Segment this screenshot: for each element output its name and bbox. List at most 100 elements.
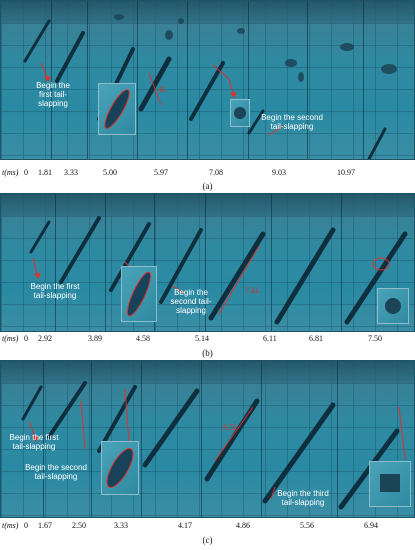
cavity-bubble — [114, 14, 124, 20]
zoom-inset — [121, 266, 157, 322]
inset-cavity — [385, 298, 401, 314]
grid-background — [1, 194, 414, 331]
grid-background — [1, 361, 414, 517]
arrow — [172, 285, 186, 295]
panel-c-time-row: t(ms) 0 1.67 2.50 3.33 4.17 4.86 5.56 6.… — [0, 521, 415, 533]
arrow — [270, 486, 276, 500]
measurement-label: 7.4L — [245, 286, 260, 295]
frame-divider — [205, 194, 206, 331]
top-band — [1, 361, 414, 383]
time-value: 4.17 — [178, 521, 192, 530]
arrow — [212, 64, 230, 80]
arrow — [32, 257, 38, 275]
panel-b-caption: (b) — [202, 348, 213, 358]
projectile — [159, 228, 203, 304]
cavity-bubble — [340, 43, 354, 51]
arrow-head — [230, 92, 237, 98]
panel-c-caption: (c) — [202, 535, 213, 545]
panel-b-time-row: t(ms) 0 2.92 3.89 4.58 5.14 6.11 6.81 7.… — [0, 334, 415, 346]
cavity-bubble — [237, 28, 245, 34]
inset-cavity — [234, 107, 246, 119]
arrow-head — [34, 273, 41, 279]
time-value: 3.89 — [88, 334, 102, 343]
top-band — [1, 1, 414, 23]
zoom-inset — [101, 441, 139, 495]
projectile — [208, 231, 266, 321]
frame-divider — [137, 1, 138, 159]
projectile — [23, 19, 51, 63]
arrow-head — [32, 436, 39, 442]
arrow — [268, 124, 286, 136]
inset-cavity — [106, 448, 134, 488]
cavity-bubble — [298, 72, 304, 82]
measure-line — [218, 245, 260, 315]
time-value: 5.56 — [300, 521, 314, 530]
arrow — [80, 400, 86, 450]
frame-divider — [248, 1, 249, 159]
cavity-bubble — [285, 59, 297, 67]
projectile — [344, 231, 408, 325]
annotation-first-tail-slap: Begin the first tail-slapping — [9, 433, 59, 451]
zoom-inset — [230, 99, 250, 127]
measurement-label: 8.5L — [223, 423, 238, 432]
cavity-bubble — [178, 18, 184, 24]
projectile — [189, 61, 225, 121]
time-value: 0 — [24, 334, 28, 343]
annotation-second-tail-slap: Begin the second tail-slapping — [25, 463, 87, 481]
time-value: 4.86 — [236, 521, 250, 530]
annotation-first-tail-slap: Begin the first tail-slapping — [30, 282, 80, 300]
panel-a-time-row: t(ms) 0 1.81 3.33 5.00 5.97 7.08 9.03 10… — [0, 168, 415, 180]
arrow — [228, 78, 234, 94]
annotation-second-tail-slap: Begin the second tail-slapping — [170, 288, 212, 315]
projectile — [97, 385, 137, 453]
highlight-ring — [372, 257, 390, 271]
frame-divider — [154, 194, 155, 331]
time-value: 0 — [24, 521, 28, 530]
frame-divider — [337, 361, 338, 517]
time-value: 10.97 — [337, 168, 355, 177]
time-value: 2.92 — [38, 334, 52, 343]
zoom-inset — [377, 288, 409, 324]
frame-divider — [55, 194, 56, 331]
annotation-first-tail-slap: Begin the first tail-slapping — [36, 81, 70, 108]
measure-line — [214, 406, 254, 462]
projectile — [109, 222, 151, 292]
arrow — [28, 420, 36, 438]
time-value: 5.00 — [103, 168, 117, 177]
zoom-inset — [98, 83, 136, 135]
inset-cavity — [104, 89, 130, 129]
frame-divider — [187, 1, 188, 159]
frame-divider — [91, 361, 92, 517]
inset-cavity — [126, 271, 152, 317]
time-value: 6.94 — [364, 521, 378, 530]
projectile — [55, 31, 85, 83]
time-value: 5.14 — [195, 334, 209, 343]
arrow — [398, 406, 406, 460]
time-unit: t(ms) — [2, 168, 19, 177]
time-unit: t(ms) — [2, 521, 19, 530]
time-value: 7.08 — [209, 168, 223, 177]
time-value: 1.67 — [38, 521, 52, 530]
time-value: 9.03 — [272, 168, 286, 177]
zoom-inset — [369, 461, 411, 507]
cavity-bubble — [165, 30, 173, 40]
panel-b-image-strip: Begin the first tail-slapping Begin the … — [0, 193, 415, 332]
time-value: 6.11 — [263, 334, 277, 343]
panel-a-projectiles — [23, 14, 397, 159]
time-value: 5.97 — [154, 168, 168, 177]
projectile — [262, 402, 336, 504]
grid-background — [1, 1, 414, 159]
arrow-head — [44, 76, 51, 82]
panel-c-image-strip: Begin the first tail-slapping Begin the … — [0, 360, 415, 518]
projectile — [367, 127, 387, 159]
frame-divider — [87, 1, 88, 159]
time-unit: t(ms) — [2, 334, 19, 343]
projectile — [138, 56, 172, 112]
frame-divider — [271, 194, 272, 331]
panel-c-projectiles — [21, 381, 406, 510]
time-value: 3.33 — [64, 168, 78, 177]
time-value: 1.81 — [38, 168, 52, 177]
frame-divider — [261, 361, 262, 517]
panel-a-caption: (a) — [202, 181, 213, 191]
